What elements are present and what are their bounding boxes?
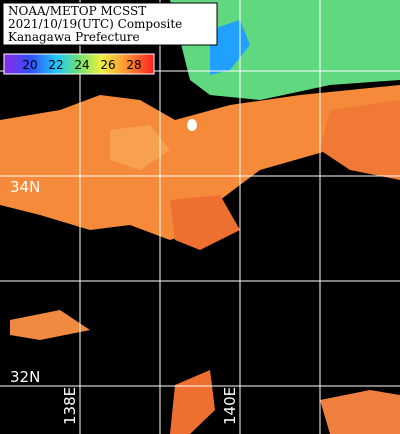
colorbar	[3, 53, 155, 75]
header-line: 2021/10/19(UTC) Composite	[8, 17, 182, 31]
colorbar-label: 22	[48, 58, 63, 72]
colorbar-label: 24	[74, 58, 89, 72]
header-line: NOAA/METOP MCSST	[8, 4, 146, 18]
colorbar-label: 28	[126, 58, 141, 72]
lat-label: 32N	[10, 368, 40, 386]
header-line: Kanagawa Prefecture	[8, 30, 140, 44]
colorbar-label: 26	[100, 58, 115, 72]
lon-label: 138E	[61, 387, 79, 425]
colorbar-ticks: 20 22 24 26 28	[22, 58, 141, 72]
lon-label: 140E	[221, 387, 239, 425]
colorbar-label: 20	[22, 58, 37, 72]
header-box	[2, 2, 218, 46]
lat-label: 34N	[10, 178, 40, 196]
